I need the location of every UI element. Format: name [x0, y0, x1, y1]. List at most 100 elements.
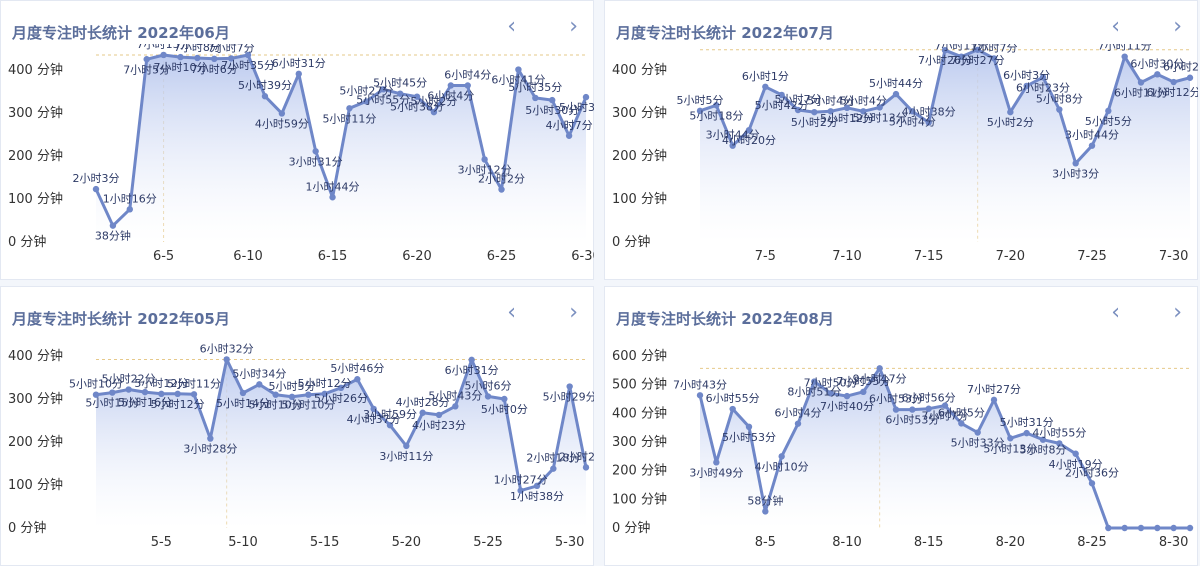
data-point	[109, 389, 116, 396]
prev-month-button[interactable]: ‹	[507, 14, 516, 39]
data-point	[396, 90, 404, 97]
data-label: 5小时4分	[840, 94, 887, 107]
x-tick-label: 7-15	[914, 249, 944, 264]
data-label: 3小时31分	[289, 155, 343, 168]
data-label: 2小时2分	[478, 173, 525, 186]
data-label: 7小时15分	[137, 44, 191, 51]
y-tick-label: 200 分钟	[8, 148, 63, 164]
data-label: 5小时11分	[167, 377, 221, 390]
data-label: 6小时56分	[902, 392, 956, 405]
data-point	[762, 508, 769, 515]
data-label: 1小时38分	[510, 490, 564, 503]
data-point	[811, 108, 818, 116]
data-point	[1056, 106, 1063, 113]
area-fill	[700, 49, 1190, 242]
data-point	[762, 83, 769, 90]
data-label: 2小时3分	[73, 172, 120, 185]
prev-month-button[interactable]: ‹	[1111, 14, 1120, 39]
x-tick-label: 6-25	[487, 249, 517, 264]
data-label: 5小时42分	[755, 99, 809, 112]
data-point	[1170, 524, 1177, 532]
x-tick-label: 7-25	[1077, 249, 1107, 264]
chart-svg: 0 分钟 100 分钟 200 分钟 300 分钟 400 分钟 7-5 7-10 7-15 7…	[612, 44, 1198, 264]
data-label: 5小时33分	[951, 437, 1005, 450]
data-point	[941, 47, 949, 54]
data-label: 7小时27分	[967, 383, 1021, 396]
data-label: 5小时55分	[356, 93, 410, 106]
data-label: 7小时11分	[1098, 44, 1152, 53]
data-label: 3小时28分	[183, 443, 237, 456]
data-label: 6小时22分	[1163, 61, 1198, 74]
data-label: 6小时23分	[1016, 81, 1070, 94]
data-point	[337, 384, 345, 392]
x-tick-label: 5-15	[310, 535, 340, 550]
data-point	[329, 194, 336, 201]
data-label: 3小时11分	[379, 450, 433, 463]
data-label: 6小时12分	[1147, 86, 1198, 99]
data-point	[160, 51, 167, 59]
x-tick-label: 5-10	[228, 535, 258, 550]
x-tick-label: 8-20	[996, 535, 1026, 550]
x-tick-label: 6-15	[318, 249, 348, 264]
next-month-button[interactable]: ›	[569, 300, 578, 325]
data-point	[288, 393, 296, 401]
next-month-button[interactable]: ›	[569, 14, 578, 39]
prev-month-button[interactable]: ‹	[1111, 300, 1120, 325]
data-label: 5小时4分	[807, 94, 854, 107]
y-tick-label: 0 分钟	[8, 234, 46, 250]
prev-month-button[interactable]: ‹	[507, 300, 516, 325]
data-label: 1小时44分	[306, 180, 360, 193]
data-label: 7小时7分	[922, 410, 969, 423]
data-point	[1186, 524, 1194, 532]
data-label: 5小时38分	[390, 101, 444, 114]
data-point	[533, 482, 541, 490]
data-point	[498, 186, 505, 193]
data-label: 5小时30分	[525, 104, 579, 117]
data-point	[190, 391, 198, 398]
data-point	[1121, 53, 1128, 60]
data-point	[143, 56, 150, 63]
data-label: 5小时11分	[322, 112, 376, 125]
chart-svg: 0 分钟 100 分钟 200 分钟 300 分钟 400 分钟 5-5 5-10 5-15 5…	[8, 342, 594, 550]
data-label: 4小时10分	[755, 460, 809, 473]
data-label: 3小时12分	[458, 163, 512, 176]
data-point	[177, 53, 184, 61]
data-point	[125, 386, 132, 393]
data-point	[92, 391, 100, 398]
next-month-button[interactable]: ›	[1173, 14, 1182, 39]
data-label: 3小时49分	[689, 466, 743, 479]
data-point	[413, 93, 421, 100]
data-label: 5小时26分	[314, 392, 368, 405]
y-tick-label: 100 分钟	[612, 191, 667, 207]
data-point	[811, 378, 818, 385]
data-point	[729, 405, 736, 413]
data-point	[109, 222, 117, 229]
x-tick-label: 8-5	[755, 535, 776, 550]
data-point	[452, 403, 459, 410]
next-month-button[interactable]: ›	[1173, 300, 1182, 325]
data-label: 5小时7分	[775, 93, 822, 106]
data-point	[321, 390, 328, 398]
data-label: 5小时13分	[983, 442, 1037, 455]
chart-panel-jun: 月度专注时长统计 2022年06月 ‹ › 0 分钟 100 分钟 200 分钟 30…	[0, 0, 594, 280]
data-label: 6小时4分	[444, 68, 491, 81]
data-point	[1121, 524, 1128, 532]
data-point	[435, 411, 443, 419]
data-label: 4小时38分	[902, 105, 956, 118]
data-point	[1088, 480, 1096, 487]
data-label: 5小时22分	[102, 373, 156, 386]
data-label: 5小时14分	[216, 397, 270, 410]
data-label: 6小时4分	[427, 89, 474, 102]
data-label: 4小时55分	[1032, 426, 1086, 439]
data-label: 7小时27分	[951, 54, 1005, 67]
data-point	[1137, 524, 1145, 532]
data-point	[468, 356, 475, 364]
data-point	[403, 442, 410, 450]
data-label: 6小时55分	[706, 392, 760, 405]
data-label: 5小时0分	[481, 403, 528, 416]
chart-svg: 0 分钟 100 分钟 200 分钟 300 分钟 400 分钟 500 分钟 600 分钟…	[612, 348, 1194, 550]
data-label: 5小时8分	[1020, 444, 1067, 457]
data-label: 5小时12分	[298, 377, 352, 390]
data-label: 5小时5分	[677, 94, 724, 107]
data-label: 1小时16分	[103, 192, 157, 205]
